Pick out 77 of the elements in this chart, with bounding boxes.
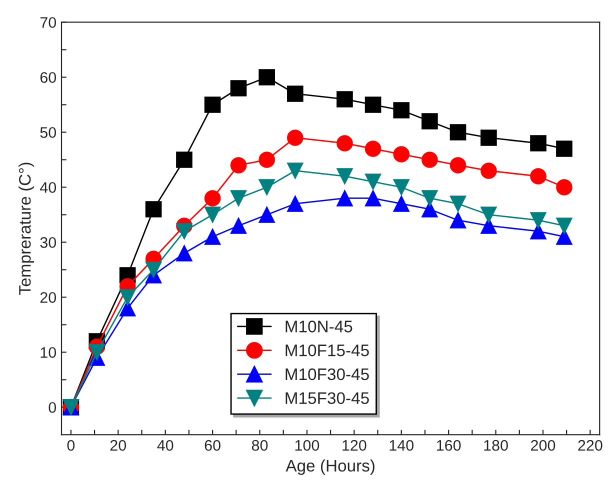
point — [145, 201, 162, 218]
point — [480, 206, 497, 223]
point — [336, 91, 353, 108]
x-tick-label: 220 — [578, 440, 602, 451]
point — [556, 179, 572, 196]
point — [336, 135, 353, 152]
y-tick-label: 60 — [40, 72, 56, 83]
y-axis-title: Temprerature (C°) — [18, 162, 34, 295]
x-tick-label: 140 — [390, 440, 414, 451]
y-tick-label: 20 — [40, 292, 56, 303]
point — [450, 157, 466, 174]
point — [393, 146, 410, 162]
x-tick-label: 160 — [436, 440, 461, 451]
point — [287, 162, 304, 179]
y-tick-label: 70 — [40, 17, 56, 28]
point — [530, 168, 546, 184]
point — [230, 190, 247, 206]
point — [204, 96, 221, 113]
point — [230, 218, 247, 234]
x-tick-label: 100 — [295, 440, 320, 451]
point — [88, 344, 106, 360]
x-tick-label: 80 — [252, 440, 268, 451]
point — [258, 179, 275, 196]
point — [230, 157, 247, 174]
point — [258, 152, 275, 168]
point — [258, 206, 275, 223]
legend-label: M10F30-45 — [286, 368, 369, 380]
point — [364, 190, 382, 206]
point — [422, 152, 438, 168]
point — [230, 80, 247, 96]
legend-label: M15F30-45 — [286, 392, 369, 404]
point — [287, 130, 304, 146]
y-tick-label: 40 — [40, 182, 56, 193]
x-tick-label: 180 — [484, 440, 508, 451]
point — [176, 245, 192, 262]
point — [119, 289, 136, 306]
point — [450, 124, 466, 140]
point — [422, 113, 438, 130]
y-tick-label: 30 — [40, 237, 56, 248]
point — [364, 140, 382, 157]
point — [393, 179, 410, 196]
point — [336, 190, 353, 206]
point — [204, 228, 221, 245]
point — [204, 206, 221, 223]
y-tick-label: 10 — [40, 347, 56, 358]
x-tick-label: 200 — [531, 440, 556, 451]
point — [204, 190, 221, 206]
x-axis-title: Age (Hours) — [286, 459, 374, 475]
y-tick-label: 0 — [48, 402, 56, 413]
x-tick-label: 0 — [67, 440, 75, 451]
point — [258, 69, 275, 86]
point — [530, 135, 546, 152]
x-tick-label: 120 — [342, 440, 366, 451]
point — [176, 223, 192, 240]
point — [556, 140, 572, 157]
legend-label: M10F15-45 — [286, 344, 369, 356]
point — [556, 218, 572, 234]
point — [364, 96, 382, 113]
y-tick-label: 50 — [40, 127, 56, 138]
point — [287, 86, 304, 102]
point — [393, 102, 410, 118]
point — [530, 212, 546, 228]
point — [145, 262, 162, 278]
point — [287, 196, 304, 212]
point — [176, 152, 192, 168]
point — [450, 212, 466, 228]
point — [480, 162, 497, 179]
x-tick-label: 20 — [110, 440, 126, 451]
point — [393, 196, 410, 212]
x-tick-label: 60 — [204, 440, 220, 451]
point — [480, 130, 497, 146]
point — [450, 196, 466, 212]
x-tick-label: 40 — [157, 440, 174, 451]
point — [364, 174, 382, 190]
legend-label: M10N-45 — [286, 320, 352, 332]
point — [422, 190, 438, 206]
point — [336, 168, 353, 184]
